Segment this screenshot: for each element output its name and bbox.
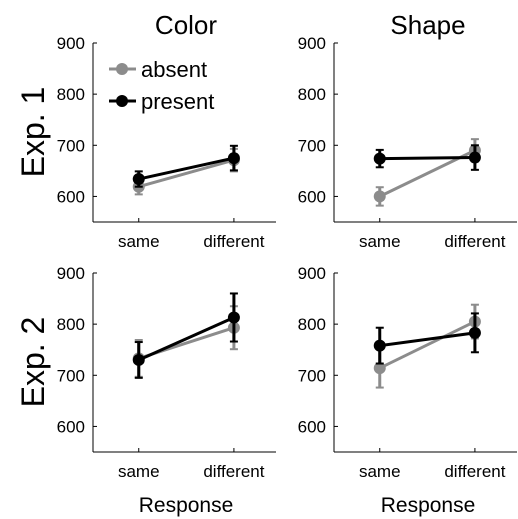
y-tick-label: 700 bbox=[57, 136, 85, 155]
x-tick-label: different bbox=[444, 232, 505, 251]
y-tick-label: 600 bbox=[57, 417, 85, 436]
row-title-exp1: Exp. 1 bbox=[15, 87, 51, 178]
data-point-present bbox=[373, 339, 386, 352]
x-tick-label: different bbox=[203, 462, 264, 481]
panel-2: 600 700 800 900 same different bbox=[298, 34, 517, 251]
x-tick-label: different bbox=[444, 462, 505, 481]
y-tick-label: 700 bbox=[57, 366, 85, 385]
data-point-absent bbox=[373, 362, 386, 375]
panel-1: 600 700 800 900 same different bbox=[57, 34, 276, 251]
x-tick-label: same bbox=[118, 462, 160, 481]
data-point-present bbox=[373, 152, 386, 165]
x-axis-label-right: Response bbox=[381, 494, 476, 517]
series-line-absent bbox=[138, 158, 235, 189]
data-point-absent bbox=[373, 190, 386, 203]
data-point-present bbox=[132, 173, 145, 186]
y-tick-label: 700 bbox=[298, 366, 326, 385]
panels-layer: 600 700 800 900 same different 600 700 800 900 sam… bbox=[57, 34, 517, 481]
legend-marker-present bbox=[116, 95, 128, 107]
y-tick-label: 800 bbox=[57, 315, 85, 334]
y-tick-label: 900 bbox=[57, 34, 85, 53]
legend-label-absent: absent bbox=[141, 57, 207, 82]
series-line-present bbox=[379, 156, 475, 161]
y-tick-label: 800 bbox=[298, 315, 326, 334]
x-tick-label: same bbox=[359, 232, 401, 251]
x-axis-label-left: Response bbox=[139, 494, 234, 517]
panel-3: 600 700 800 900 same different bbox=[57, 264, 276, 481]
data-point-present bbox=[132, 353, 145, 366]
series-line-present bbox=[138, 316, 235, 362]
data-point-present bbox=[468, 326, 481, 339]
y-tick-label: 900 bbox=[298, 34, 326, 53]
legend-marker-absent bbox=[116, 63, 128, 75]
y-tick-label: 700 bbox=[298, 136, 326, 155]
data-point-present bbox=[468, 151, 481, 164]
data-point-present bbox=[227, 152, 240, 165]
y-tick-label: 600 bbox=[298, 417, 326, 436]
x-tick-label: same bbox=[118, 232, 160, 251]
column-title-shape: Shape bbox=[390, 10, 465, 40]
y-tick-label: 900 bbox=[298, 264, 326, 283]
legend: absent present bbox=[109, 57, 214, 114]
data-point-present bbox=[227, 311, 240, 324]
y-tick-label: 600 bbox=[57, 187, 85, 206]
series-line-absent bbox=[379, 320, 476, 370]
y-tick-label: 800 bbox=[298, 85, 326, 104]
legend-label-present: present bbox=[141, 89, 214, 114]
series-line-present bbox=[138, 156, 235, 181]
y-tick-label: 900 bbox=[57, 264, 85, 283]
y-tick-label: 800 bbox=[57, 85, 85, 104]
x-tick-label: different bbox=[203, 232, 264, 251]
column-title-color: Color bbox=[155, 10, 217, 40]
series-line-present bbox=[379, 331, 476, 348]
row-title-exp2: Exp. 2 bbox=[15, 317, 51, 408]
panel-4: 600 700 800 900 same different bbox=[298, 264, 517, 481]
y-tick-label: 600 bbox=[298, 187, 326, 206]
x-tick-label: same bbox=[359, 462, 401, 481]
